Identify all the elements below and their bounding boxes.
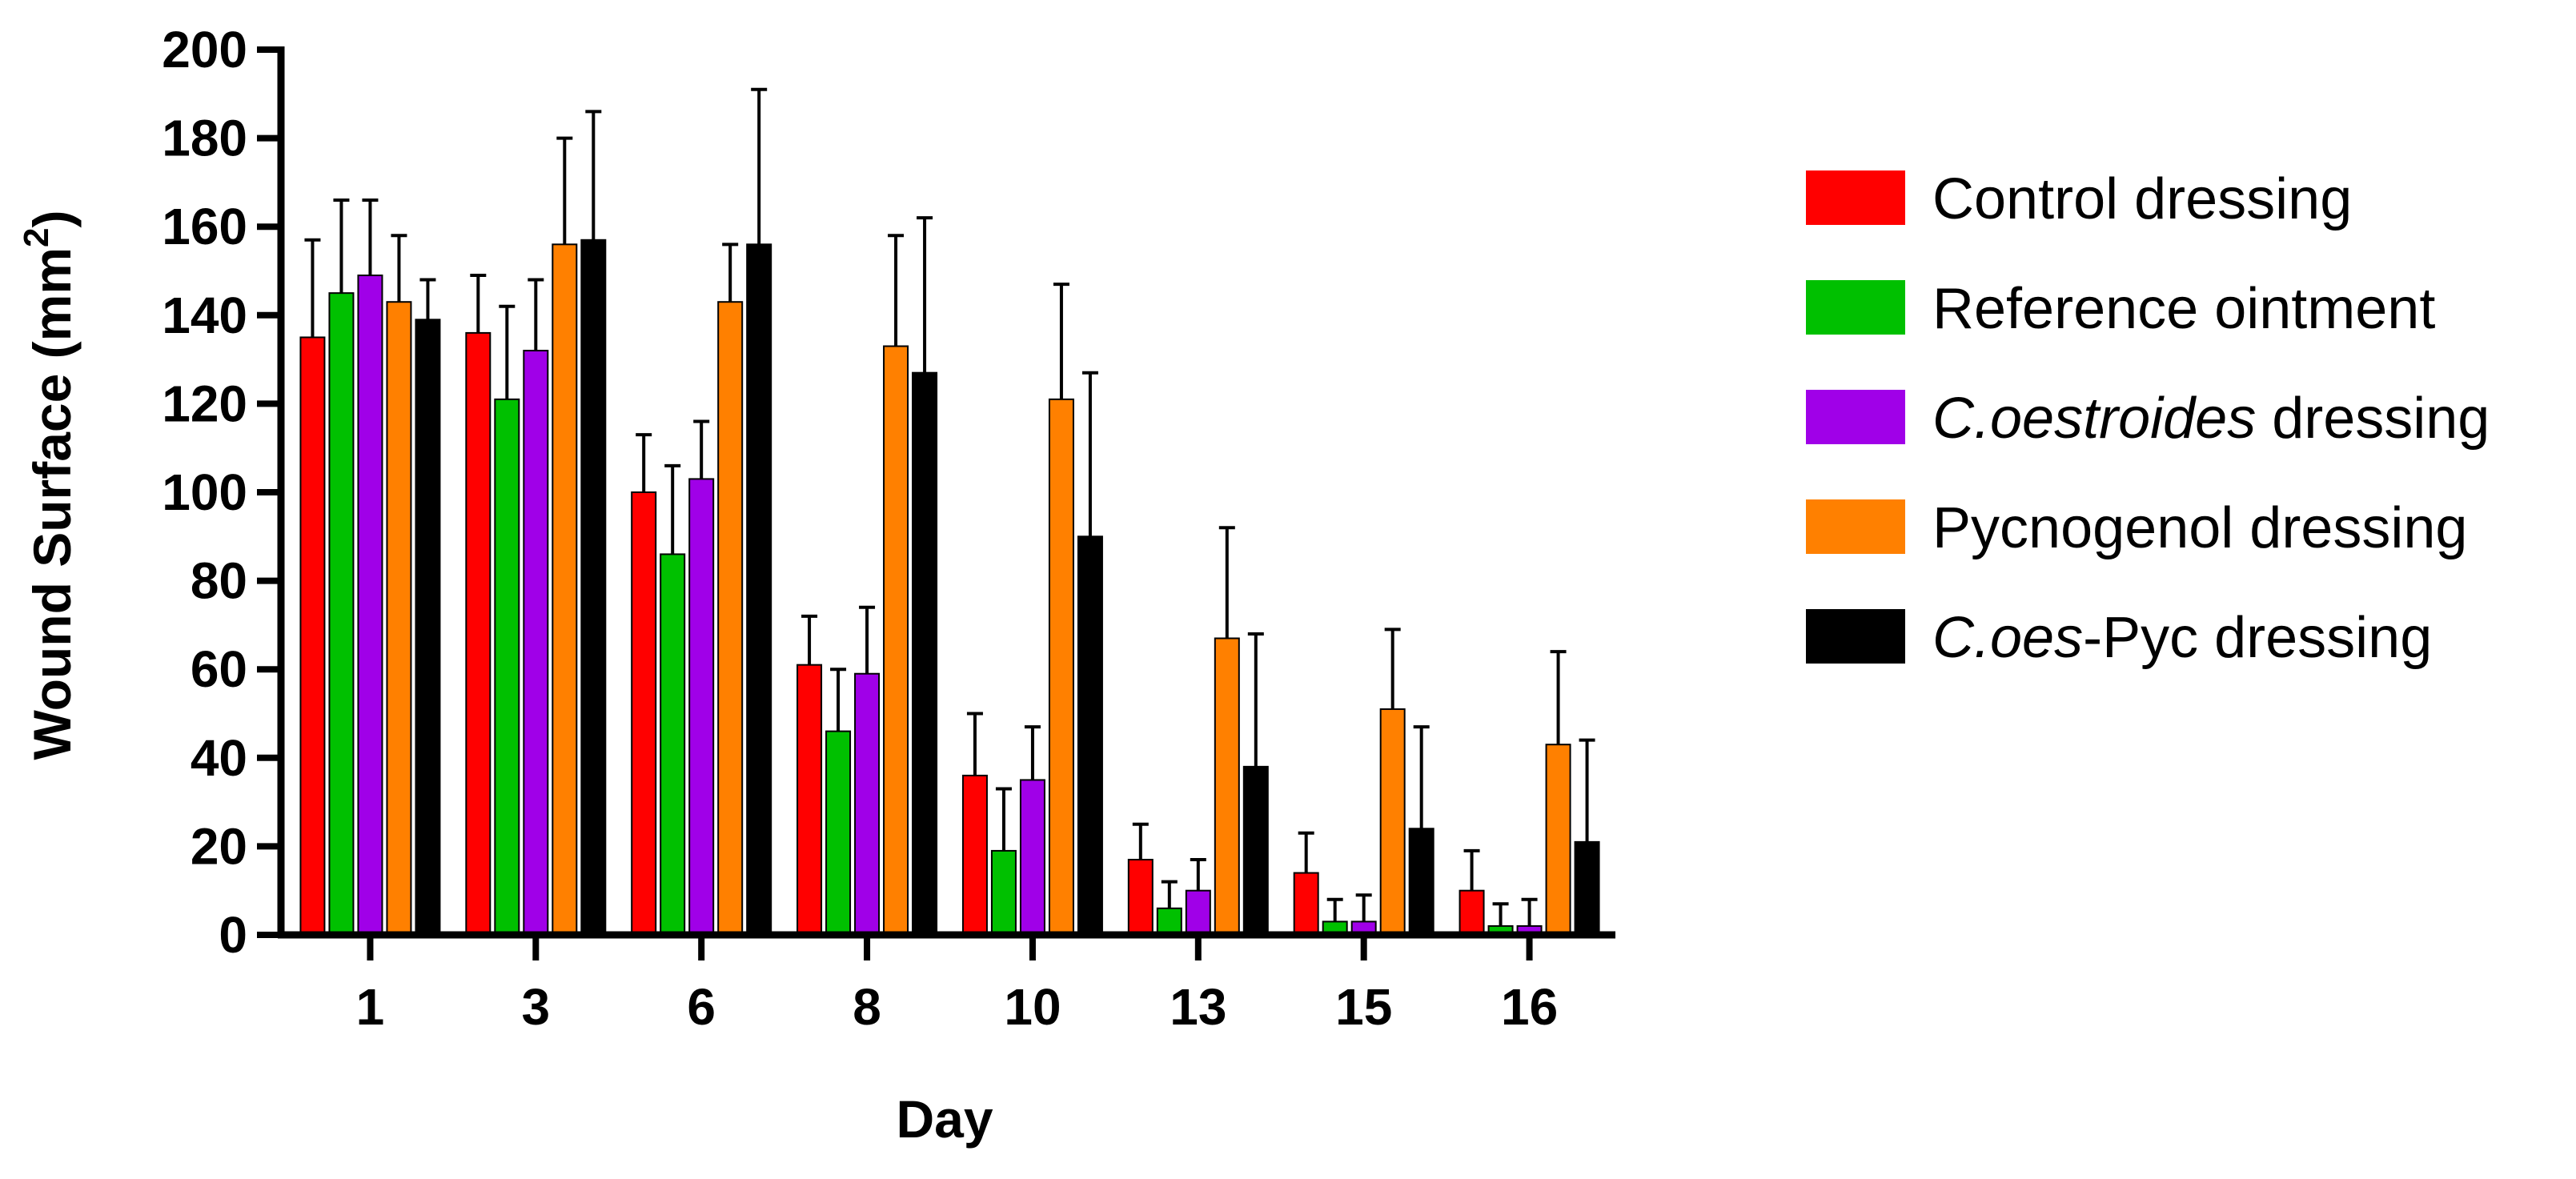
x-tick-label: 13 bbox=[1170, 978, 1226, 1036]
y-ticks: 0 20 40 60 80 100 120 140 160 180 200 bbox=[162, 21, 281, 964]
error-bars-layer bbox=[304, 87, 1595, 926]
x-axis-title: Day bbox=[896, 1089, 993, 1149]
bar-c-oestroides-dressing-day-13 bbox=[1185, 889, 1211, 936]
x-tick-label: 8 bbox=[853, 978, 881, 1036]
legend-label-part: Control dressing bbox=[1932, 167, 2352, 231]
bar-c-oes-pyc-dressing-day-3 bbox=[580, 239, 607, 936]
legend: Control dressing Reference ointment C.oest… bbox=[1806, 167, 2490, 670]
x-tick-label: 16 bbox=[1501, 978, 1558, 1036]
bar-c-oes-pyc-dressing-day-10 bbox=[1077, 535, 1103, 936]
y-tick-label: 60 bbox=[191, 640, 247, 698]
legend-swatch-2 bbox=[1806, 390, 1905, 444]
bar-c-oes-pyc-dressing-day-6 bbox=[746, 243, 772, 936]
bar-c-oes-pyc-dressing-day-16 bbox=[1574, 840, 1600, 936]
bar-reference-ointment-day-8 bbox=[825, 730, 852, 936]
x-tick-label: 1 bbox=[356, 978, 385, 1036]
bar-c-oes-pyc-dressing-day-8 bbox=[912, 371, 938, 936]
legend-label-part: Pycnogenol dressing bbox=[1932, 496, 2467, 560]
bar-pycnogenol-dressing-day-10 bbox=[1048, 398, 1074, 936]
legend-swatch-4 bbox=[1806, 609, 1905, 664]
y-tick-label: 140 bbox=[162, 287, 247, 344]
bar-reference-ointment-day-10 bbox=[990, 849, 1017, 936]
legend-label-3: Pycnogenol dressing bbox=[1932, 496, 2467, 560]
bar-control-dressing-day-10 bbox=[961, 774, 988, 936]
legend-label-4: C.oes-Pyc dressing bbox=[1932, 606, 2432, 670]
y-tick-label: 40 bbox=[191, 729, 247, 787]
legend-label-part: C.oes bbox=[1932, 606, 2083, 670]
y-tick-label: 0 bbox=[219, 906, 247, 964]
bar-pycnogenol-dressing-day-3 bbox=[552, 243, 578, 936]
bar-control-dressing-day-15 bbox=[1293, 872, 1319, 936]
legend-label-0: Control dressing bbox=[1932, 167, 2352, 231]
y-tick-label: 200 bbox=[162, 21, 247, 78]
bar-c-oestroides-dressing-day-1 bbox=[357, 275, 383, 936]
bars-layer bbox=[299, 239, 1600, 936]
legend-swatch-1 bbox=[1806, 280, 1905, 335]
bar-control-dressing-day-13 bbox=[1127, 858, 1154, 936]
y-tick-label: 160 bbox=[162, 198, 247, 255]
bar-c-oestroides-dressing-day-6 bbox=[688, 478, 715, 936]
bar-control-dressing-day-6 bbox=[631, 491, 657, 936]
bar-control-dressing-day-8 bbox=[796, 664, 823, 936]
bar-c-oestroides-dressing-day-10 bbox=[1019, 779, 1045, 936]
legend-label-2: C.oestroides dressing bbox=[1932, 387, 2490, 451]
bar-c-oestroides-dressing-day-3 bbox=[523, 350, 549, 936]
bar-pycnogenol-dressing-day-1 bbox=[386, 301, 412, 936]
x-ticks: 1 3 6 8 10 13 15 16 bbox=[356, 935, 1558, 1036]
legend-swatch-3 bbox=[1806, 499, 1905, 554]
bar-c-oes-pyc-dressing-day-1 bbox=[415, 319, 441, 936]
legend-label-1: Reference ointment bbox=[1932, 277, 2435, 341]
bar-reference-ointment-day-1 bbox=[328, 292, 355, 936]
bar-reference-ointment-day-13 bbox=[1156, 907, 1182, 936]
x-tick-label: 15 bbox=[1335, 978, 1392, 1036]
bar-pycnogenol-dressing-day-6 bbox=[717, 301, 744, 936]
y-tick-label: 120 bbox=[162, 375, 247, 432]
bar-c-oes-pyc-dressing-day-15 bbox=[1408, 828, 1434, 936]
bar-pycnogenol-dressing-day-8 bbox=[883, 345, 909, 936]
bar-pycnogenol-dressing-day-13 bbox=[1214, 637, 1240, 936]
x-tick-label: 10 bbox=[1004, 978, 1061, 1036]
bar-pycnogenol-dressing-day-15 bbox=[1379, 708, 1406, 936]
x-tick-label: 3 bbox=[522, 978, 551, 1036]
legend-label-part: -Pyc dressing bbox=[2083, 606, 2432, 670]
y-tick-label: 20 bbox=[191, 817, 247, 875]
y-tick-label: 180 bbox=[162, 110, 247, 167]
bar-reference-ointment-day-3 bbox=[494, 398, 520, 936]
y-axis-title: Wound Surface (mm2) bbox=[17, 211, 82, 760]
legend-swatch-0 bbox=[1806, 170, 1905, 225]
bar-c-oes-pyc-dressing-day-13 bbox=[1242, 765, 1269, 936]
y-tick-label: 80 bbox=[191, 552, 247, 610]
bar-c-oestroides-dressing-day-8 bbox=[854, 672, 881, 936]
bar-control-dressing-day-3 bbox=[465, 331, 492, 936]
bar-control-dressing-day-1 bbox=[299, 336, 326, 936]
legend-label-part: dressing bbox=[2256, 387, 2490, 451]
bar-pycnogenol-dressing-day-16 bbox=[1545, 744, 1571, 936]
y-tick-label: 100 bbox=[162, 463, 247, 521]
bar-reference-ointment-day-6 bbox=[660, 553, 686, 936]
bar-control-dressing-day-16 bbox=[1459, 889, 1485, 936]
legend-label-part: C.oestroides bbox=[1932, 387, 2256, 451]
legend-label-part: Reference ointment bbox=[1932, 277, 2435, 341]
x-tick-label: 6 bbox=[687, 978, 716, 1036]
